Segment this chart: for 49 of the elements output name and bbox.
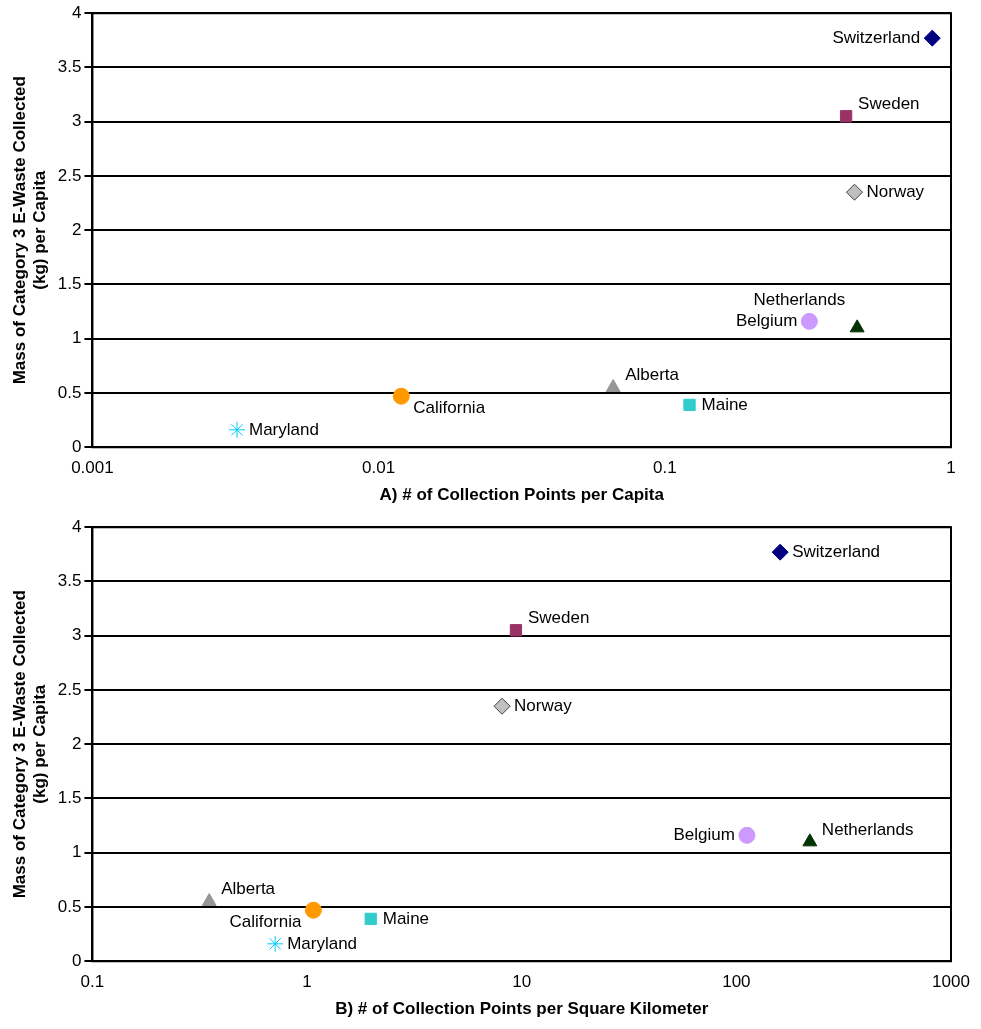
x-tick-label: 1 [302,972,312,992]
series-label: Maryland [287,933,358,953]
y-axis-title: Mass of Category 3 E-Waste Collected (kg) per Capita [9,590,50,899]
x-tick-label: 1000 [932,972,970,992]
series-label: Sweden [527,607,590,627]
x-tick-label: 0.001 [71,458,114,478]
series-label: Sweden [858,93,920,113]
series-label: Norway [866,181,925,201]
y-tick-label: 0 [71,950,82,970]
y-tick-label: 0 [71,436,82,456]
y-tick-label: 3.5 [57,57,82,77]
y-tick-label: 1 [71,328,82,348]
y-tick-label: 3 [71,625,82,645]
series-label: California [229,911,302,931]
x-tick-label: 1 [946,458,956,478]
series-label: Belgium [673,825,735,845]
series-label: Netherlands [753,289,846,309]
y-tick-label: 0.5 [57,382,82,402]
x-tick-label: 10 [512,972,532,992]
x-tick-label: 100 [722,972,751,992]
y-tick-label: 3 [71,111,82,131]
y-tick-label: 4 [71,2,82,22]
series-label: California [413,397,486,417]
y-tick-label: 2.5 [57,165,82,185]
series-label: Switzerland [792,541,881,561]
y-tick-label: 0.5 [57,896,82,916]
series-label: Netherlands [821,819,914,839]
x-axis-title: A) # of Collection Points per Capita [379,485,665,505]
series-label: Switzerland [832,27,921,47]
x-axis-title: B) # of Collection Points per Square Kilometer [335,999,709,1019]
x-tick-label: 0.1 [652,458,677,478]
y-tick-label: 2 [71,733,82,753]
y-tick-label: 4 [71,516,82,536]
x-tick-label: 0.1 [80,972,105,992]
series-label: Alberta [221,879,276,899]
series-label: Norway [514,695,573,715]
y-tick-label: 1.5 [57,788,82,808]
y-tick-label: 2 [71,219,82,239]
y-tick-label: 2.5 [57,679,82,699]
series-label: Maine [382,908,430,928]
y-tick-label: 1.5 [57,274,82,294]
x-tick-label: 0.01 [362,458,396,478]
y-tick-label: 1 [71,842,82,862]
series-label: Maryland [249,419,319,439]
y-axis-title: Mass of Category 3 E-Waste Collected (kg) per Capita [9,76,50,385]
series-label: Belgium [735,311,798,331]
series-label: Maine [701,394,748,414]
series-label: Alberta [625,365,680,385]
y-tick-label: 3.5 [57,571,82,591]
